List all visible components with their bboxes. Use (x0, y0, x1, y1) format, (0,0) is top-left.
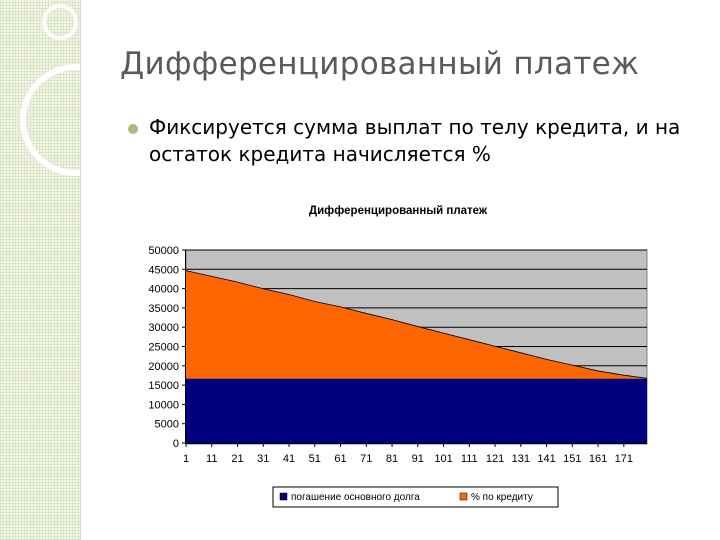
area-series-0 (186, 378, 647, 443)
legend-label-interest: % по кредиту (471, 492, 533, 503)
x-tick-label-10: 101 (434, 453, 452, 465)
y-tick-label-8: 40000 (148, 284, 179, 296)
y-tick-label-10: 50000 (148, 245, 179, 257)
x-tick-label-7: 71 (360, 453, 372, 465)
x-tick-label-1: 11 (206, 453, 217, 465)
y-tick-label-3: 15000 (148, 380, 179, 392)
x-tick-label-12: 121 (486, 453, 504, 465)
x-tick-label-8: 81 (386, 453, 398, 465)
y-axis-line (185, 250, 186, 444)
legend-label-principal: погашение основного долга (291, 492, 420, 503)
x-tick-label-0: 1 (183, 453, 189, 465)
x-tick-label-2: 21 (231, 453, 243, 465)
y-tick-label-1: 5000 (155, 419, 179, 431)
x-tick-label-11: 111 (461, 453, 478, 465)
legend-swatch-principal (279, 492, 288, 501)
side-divider (80, 0, 81, 540)
legend: погашение основного долга % по кредиту (272, 486, 559, 508)
y-tick-label-5: 25000 (148, 342, 179, 354)
legend-box (272, 486, 559, 508)
x-tick-label-5: 51 (309, 453, 321, 465)
y-tick-label-0: 0 (173, 438, 179, 450)
area-series-1-outline (185, 270, 648, 379)
x-tick-label-9: 91 (412, 453, 424, 465)
chart-title: Дифференцированный платеж (309, 205, 488, 217)
y-tick-label-7: 35000 (148, 303, 179, 315)
decorative-ring (20, 64, 132, 176)
area-series-1 (186, 270, 647, 379)
x-axis-line (185, 443, 647, 444)
x-tick-label-17: 171 (615, 453, 633, 465)
y-tick-label-6: 30000 (148, 322, 179, 334)
x-tick-label-16: 161 (589, 453, 607, 465)
bullet-dot-icon (128, 124, 138, 134)
slide-title: Дифференцированный платеж (120, 46, 640, 82)
decorative-ring-small (42, 4, 78, 40)
legend-swatch-interest (459, 492, 468, 501)
x-tick-label-14: 141 (537, 453, 555, 465)
x-tick-label-4: 41 (283, 453, 295, 465)
side-strip (0, 0, 132, 540)
x-tick-label-13: 131 (512, 453, 530, 465)
y-tick-label-9: 45000 (148, 264, 179, 276)
x-tick-label-6: 61 (334, 453, 346, 465)
x-tick-label-3: 31 (257, 453, 269, 465)
y-tick-label-4: 20000 (148, 361, 179, 373)
bullet-text: Фиксируется сумма выплат по телу кредита… (149, 115, 681, 166)
x-tick-label-15: 151 (563, 453, 581, 465)
y-tick-label-2: 10000 (148, 399, 179, 411)
